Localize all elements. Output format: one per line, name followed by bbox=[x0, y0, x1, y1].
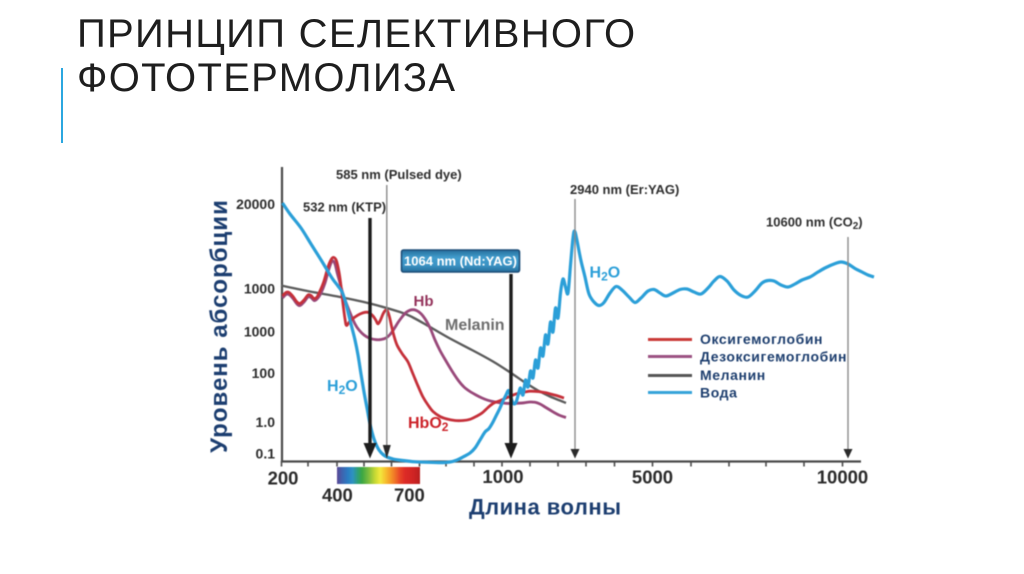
svg-text:1000: 1000 bbox=[244, 324, 275, 340]
svg-text:20000: 20000 bbox=[236, 196, 275, 212]
svg-text:Вода: Вода bbox=[700, 385, 738, 401]
svg-text:HbO2: HbO2 bbox=[408, 415, 449, 434]
svg-text:Уровень абсорбции: Уровень абсорбции bbox=[206, 199, 233, 453]
svg-text:1064 nm (Nd:YAG): 1064 nm (Nd:YAG) bbox=[404, 254, 517, 269]
svg-text:585 nm (Pulsed dye): 585 nm (Pulsed dye) bbox=[336, 167, 462, 182]
svg-text:Melanin: Melanin bbox=[445, 317, 505, 334]
svg-text:100: 100 bbox=[252, 365, 276, 381]
svg-text:400: 400 bbox=[322, 485, 353, 506]
svg-text:2940 nm (Er:YAG): 2940 nm (Er:YAG) bbox=[570, 182, 679, 197]
svg-text:10600 nm (CO2): 10600 nm (CO2) bbox=[766, 215, 863, 233]
svg-text:1000: 1000 bbox=[482, 466, 523, 487]
svg-text:1.0: 1.0 bbox=[256, 414, 276, 430]
svg-text:H2O: H2O bbox=[590, 265, 621, 284]
svg-text:Дезоксигемоглобин: Дезоксигемоглобин bbox=[700, 349, 847, 365]
svg-text:532 nm (KTP): 532 nm (KTP) bbox=[303, 200, 386, 215]
svg-text:700: 700 bbox=[394, 485, 425, 506]
svg-text:1000: 1000 bbox=[244, 281, 275, 297]
svg-text:200: 200 bbox=[268, 468, 299, 489]
svg-text:5000: 5000 bbox=[632, 467, 673, 488]
svg-text:Hb: Hb bbox=[414, 293, 434, 310]
svg-text:H2O: H2O bbox=[327, 378, 358, 397]
svg-text:0.1: 0.1 bbox=[256, 446, 276, 462]
svg-text:Меланин: Меланин bbox=[700, 367, 766, 383]
svg-text:Оксигемоглобин: Оксигемоглобин bbox=[700, 331, 823, 347]
svg-text:10000: 10000 bbox=[817, 467, 868, 488]
svg-text:Длина волны: Длина волны bbox=[469, 495, 622, 520]
